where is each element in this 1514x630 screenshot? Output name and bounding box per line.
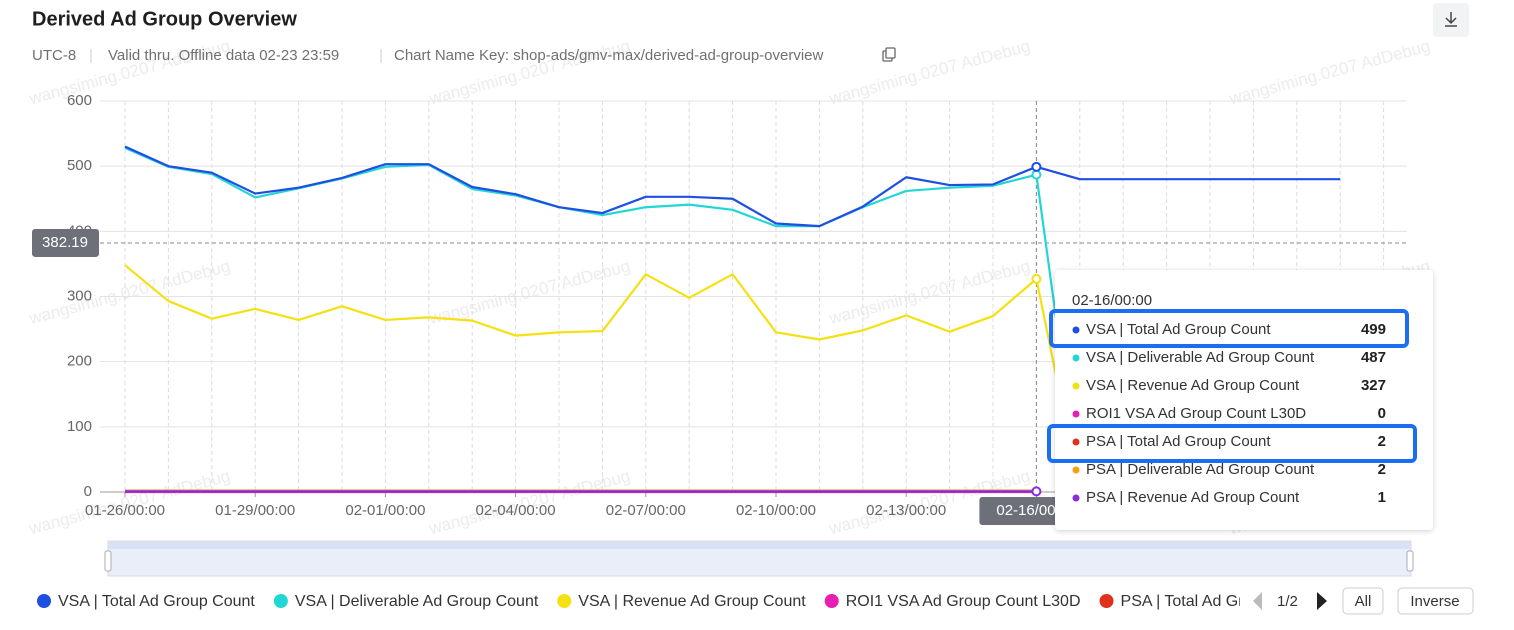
legend-label[interactable]: PSA | Total Ad Group Count	[1121, 593, 1318, 610]
tooltip-name: PSA | Total Ad Group Count	[1086, 433, 1271, 450]
x-tick-label: 02-07/00:00	[606, 502, 686, 519]
x-tick-label: 02-04/00:00	[476, 502, 556, 519]
download-button[interactable]	[1433, 3, 1469, 37]
highlight-box	[1047, 424, 1417, 463]
legend-marker	[557, 594, 572, 608]
legend-marker	[37, 594, 51, 608]
hover-point	[1031, 273, 1042, 284]
hover-point	[1031, 486, 1042, 497]
chart-key: Chart Name Key: shop-ads/gmv-max/derived…	[394, 47, 824, 64]
tooltip-name: PSA | Deliverable Ad Group Count	[1086, 461, 1315, 478]
tooltip-name: PSA | Revenue Ad Group Count	[1086, 489, 1300, 506]
tooltip-value: 499	[1361, 321, 1386, 338]
all-button-label[interactable]: All	[1355, 593, 1372, 610]
tooltip-value: 2	[1378, 461, 1386, 478]
series-line	[124, 145, 1341, 228]
crosshair-label: 382.19	[42, 234, 88, 251]
watermark: wangsiming.0207 AdDebug	[826, 36, 1032, 108]
tooltip-date: 02-16/00:00	[1072, 292, 1152, 309]
inverse-button[interactable]	[1397, 587, 1474, 615]
copy-icon[interactable]	[882, 47, 896, 62]
x-tick-label: 02-10/00:00	[736, 502, 816, 519]
inverse-button-label[interactable]: Inverse	[1410, 593, 1459, 610]
legend-label[interactable]: ROI1 VSA Ad Group Count L30D	[846, 593, 1081, 610]
x-tick-label: 02-13/00:00	[866, 502, 946, 519]
series-line	[124, 264, 1081, 493]
x-tick-label: 01-29/00:00	[215, 502, 295, 519]
legend-marker	[273, 594, 288, 608]
legend: VSA | Total Ad Group Count VSA | Delivera…	[37, 593, 1318, 610]
series-line	[124, 146, 1081, 493]
legend-marker	[824, 594, 839, 608]
tooltip-dot	[1072, 466, 1080, 474]
prev-page[interactable]	[1253, 592, 1262, 610]
y-tick-label: 0	[84, 483, 92, 500]
hover-point	[1031, 161, 1042, 172]
highlight-box	[1049, 309, 1409, 348]
watermark: wangsiming.0207 AdDebug	[1226, 36, 1432, 108]
tooltip-value: 0	[1378, 405, 1386, 422]
tooltip-value: 487	[1361, 349, 1386, 366]
watermark: wangsiming.0207 AdDebug	[426, 256, 632, 328]
crosshair-label-bg	[32, 228, 99, 257]
chart-title: Derived Ad Group Overview	[32, 8, 297, 30]
legend-items: VSA | Total Ad Group Count VSA | Delivera…	[37, 593, 1318, 610]
tooltip-dot	[1072, 326, 1080, 334]
page-indicator: 1/2	[1277, 593, 1298, 610]
tooltip-name: ROI1 VSA Ad Group Count L30D	[1086, 405, 1306, 422]
tooltip-dot	[1072, 382, 1080, 390]
y-tick-label: 500	[67, 157, 92, 174]
tooltip-value: 1	[1378, 489, 1386, 506]
legend-marker	[1099, 594, 1114, 608]
tooltip-name: VSA | Deliverable Ad Group Count	[1086, 349, 1315, 366]
validity: Valid thru. Offline data 02-23 23:59	[108, 47, 339, 64]
legend-label[interactable]: VSA | Revenue Ad Group Count	[578, 593, 806, 610]
tooltip-dot	[1072, 354, 1080, 362]
hover-point	[1031, 169, 1042, 180]
tooltip-dot	[1072, 438, 1080, 446]
tooltip-value: 2	[1378, 433, 1386, 450]
y-tick-label: 600	[67, 92, 92, 109]
tooltip-dot	[1072, 410, 1080, 418]
tooltip-dot	[1072, 494, 1080, 502]
all-button[interactable]	[1342, 587, 1384, 615]
tooltip-name: VSA | Revenue Ad Group Count	[1086, 377, 1300, 394]
legend-label[interactable]: VSA | Total Ad Group Count	[58, 593, 255, 610]
next-page[interactable]	[1317, 592, 1327, 610]
x-tick-label: 02-01/00:00	[345, 502, 425, 519]
x-tick-label: 01-26/00:00	[85, 502, 165, 519]
legend-pager: 1/2 All Inverse	[1253, 587, 1474, 615]
timezone: UTC-8	[32, 47, 76, 64]
watermark: wangsiming.0207 AdDebug	[26, 256, 232, 328]
tooltip-value: 327	[1361, 377, 1386, 394]
y-tick-label: 300	[67, 287, 92, 304]
y-tick-label: 200	[67, 353, 92, 370]
watermark: wangsiming.0207 AdDebug	[826, 256, 1032, 328]
tooltip-box	[1055, 270, 1433, 530]
tooltip: 02-16/00:00 VSA | Total Ad Group Count 499…	[1047, 270, 1433, 530]
tooltip-name: VSA | Total Ad Group Count	[1086, 321, 1271, 338]
legend-label[interactable]: VSA | Deliverable Ad Group Count	[295, 593, 539, 610]
zoom-slider[interactable]	[104, 540, 1414, 577]
y-tick-label: 100	[67, 418, 92, 435]
